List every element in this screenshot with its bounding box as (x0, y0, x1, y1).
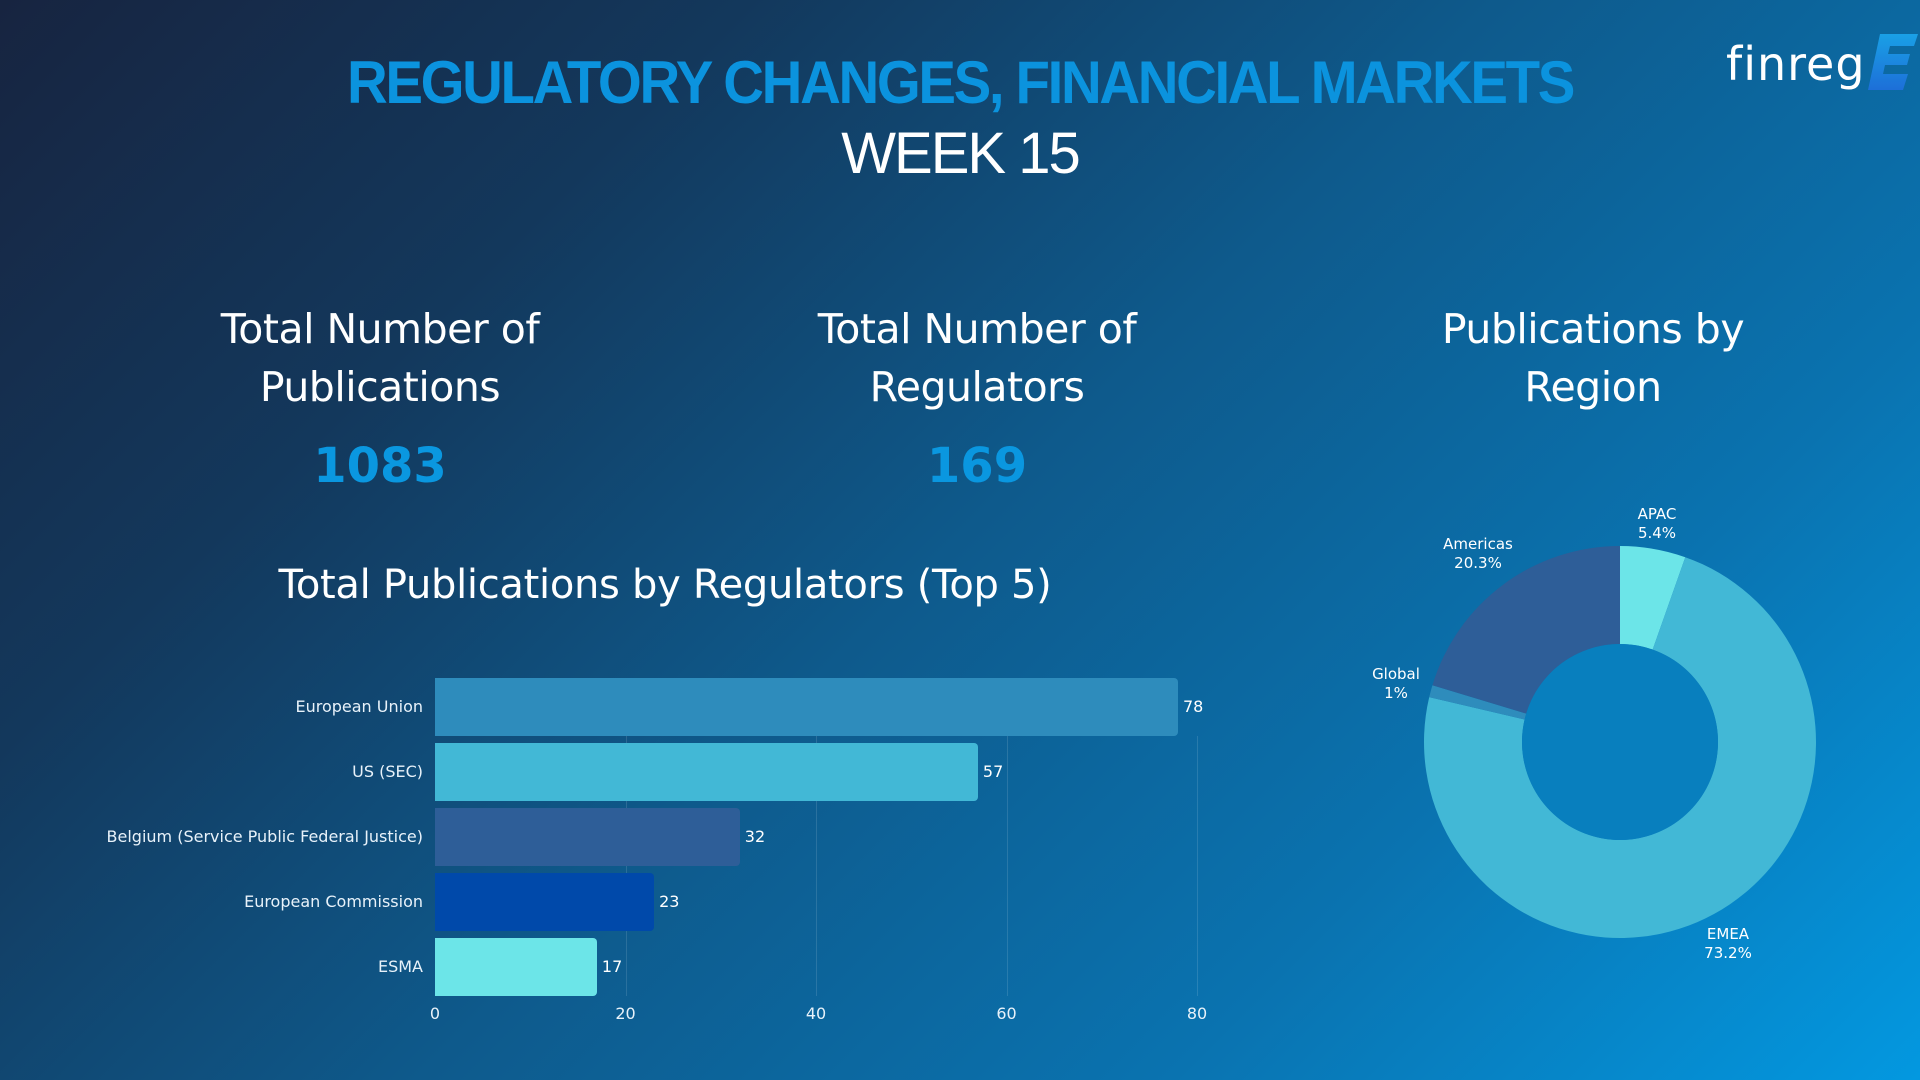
x-tick-label: 80 (1186, 1004, 1208, 1023)
page-subtitle: WEEK 15 (841, 121, 1080, 186)
page-title: REGULATORY CHANGES, FINANCIAL MARKETS (347, 49, 1575, 116)
kpi-label: Regulators (869, 363, 1085, 411)
x-tick-label: 60 (996, 1004, 1017, 1023)
bar-category-label: European Commission (244, 892, 423, 911)
donut-label-global: Global 1% (1346, 665, 1446, 703)
gridline (1006, 736, 1008, 996)
kpi-total-regulators: Total Number of Regulators 169 (777, 300, 1177, 494)
donut-label-name: EMEA (1706, 925, 1750, 943)
kpi-label: Publications (259, 363, 501, 411)
gridline (625, 736, 627, 996)
donut-segment-emea[interactable] (1424, 557, 1816, 938)
region-section-header: Publications by Region (1393, 300, 1793, 416)
kpi-value: 169 (926, 438, 1028, 494)
kpi-value: 1083 (313, 438, 447, 494)
finreg-logo: finreg (1726, 26, 1918, 90)
bar-category-label: ESMA (377, 957, 423, 976)
bar[interactable] (435, 743, 978, 801)
x-tick-label: 0 (429, 1004, 441, 1023)
donut-label-americas: Americas 20.3% (1428, 535, 1528, 573)
donut-label-emea: EMEA 73.2% (1678, 925, 1778, 963)
kpi-total-publications: Total Number of Publications 1083 (180, 300, 580, 494)
donut-label-name: APAC (1637, 505, 1677, 523)
gridline (1197, 736, 1198, 996)
bar-value-label: 17 (601, 957, 623, 976)
kpi-label: Total Number of (817, 305, 1137, 353)
finreg-e-logo-icon (1867, 34, 1918, 90)
donut-label-name: Americas (1443, 535, 1513, 553)
logo-wordmark: finreg (1726, 37, 1866, 91)
bar-value-label: 57 (982, 762, 1004, 781)
bar[interactable] (435, 808, 740, 866)
donut-chart (1400, 520, 1840, 980)
kpi-label: Total Number of (220, 305, 540, 353)
bar-category-label: Belgium (Service Public Federal Justice) (106, 827, 423, 846)
bar-value-label: 32 (744, 827, 766, 846)
donut-label-percent: 1% (1384, 684, 1408, 702)
donut-segment-apac[interactable] (1620, 546, 1686, 650)
x-tick-label: 40 (805, 1004, 827, 1023)
donut-label-percent: 73.2% (1704, 944, 1752, 962)
bar-value-label: 23 (659, 892, 680, 911)
bar-category-label: European Union (295, 697, 423, 716)
donut-svg (1424, 546, 1816, 938)
bar-chart-title: Total Publications by Regulators (Top 5) (278, 562, 1052, 608)
donut-label-percent: 20.3% (1454, 554, 1502, 572)
donut-label-percent: 5.4% (1637, 524, 1677, 542)
bar-category-label: US (SEC) (352, 762, 423, 781)
region-title: Publications by (1441, 305, 1745, 353)
region-title: Region (1524, 363, 1662, 411)
bar[interactable] (435, 678, 1178, 736)
donut-segment-americas[interactable] (1432, 546, 1620, 714)
x-tick-label: 20 (615, 1004, 636, 1023)
donut-label-name: Global (1372, 665, 1420, 683)
gridline (816, 736, 817, 996)
bar-value-label: 78 (1182, 697, 1204, 716)
bar[interactable] (435, 873, 655, 931)
donut-segment-global[interactable] (1429, 685, 1527, 720)
donut-label-apac: APAC 5.4% (1607, 505, 1707, 543)
bar[interactable] (435, 938, 597, 996)
donut-hole (1522, 644, 1718, 840)
